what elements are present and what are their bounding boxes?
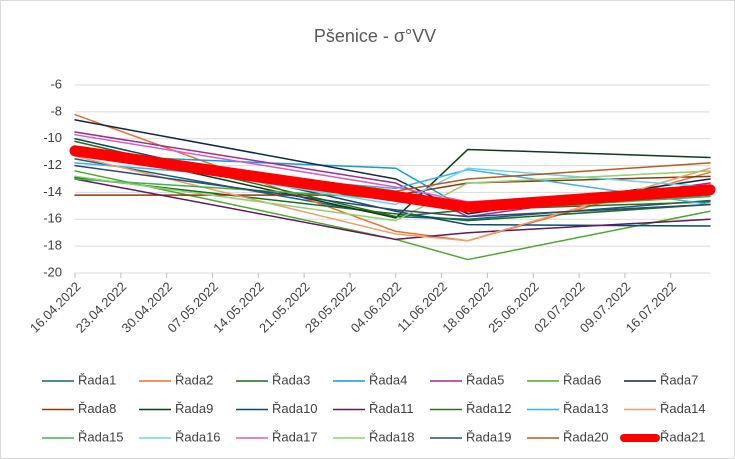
chart-title: Pšenice - σ°VV <box>314 26 436 46</box>
y-tick-label: -16 <box>43 211 62 226</box>
legend-label: Řada13 <box>563 401 609 416</box>
legend-label: Řada8 <box>78 401 116 416</box>
y-tick-label: -6 <box>50 76 62 91</box>
legend-label: Řada4 <box>369 372 407 387</box>
legend-label: Řada14 <box>660 401 706 416</box>
legend-label: Řada7 <box>660 372 698 387</box>
legend-label: Řada16 <box>175 429 221 444</box>
legend-label: Řada17 <box>272 429 318 444</box>
series-line <box>69 145 716 213</box>
legend-label: Řada2 <box>175 372 213 387</box>
y-tick-label: -14 <box>43 184 62 199</box>
y-tick-label: -12 <box>43 157 62 172</box>
legend-label: Řada5 <box>466 372 504 387</box>
legend-label: Řada18 <box>369 429 415 444</box>
legend-label: Řada21 <box>660 429 706 444</box>
legend-label: Řada20 <box>563 429 609 444</box>
legend-label: Řada9 <box>175 401 213 416</box>
legend-label: Řada12 <box>466 401 512 416</box>
legend-label: Řada6 <box>563 372 601 387</box>
series-line <box>74 170 711 261</box>
y-tick-label: -10 <box>43 130 62 145</box>
legend-label: Řada10 <box>272 401 318 416</box>
legend-label: Řada19 <box>466 429 512 444</box>
series-line <box>74 178 711 241</box>
y-tick-label: -18 <box>43 238 62 253</box>
legend-label: Řada3 <box>272 372 310 387</box>
legend-label: Řada11 <box>369 401 414 416</box>
series-line <box>74 146 711 219</box>
series-line <box>74 164 711 218</box>
y-tick-label: -8 <box>50 103 62 118</box>
y-tick-label: -20 <box>43 264 62 279</box>
legend-label: Řada15 <box>78 429 124 444</box>
legend-label: Řada1 <box>78 372 116 387</box>
